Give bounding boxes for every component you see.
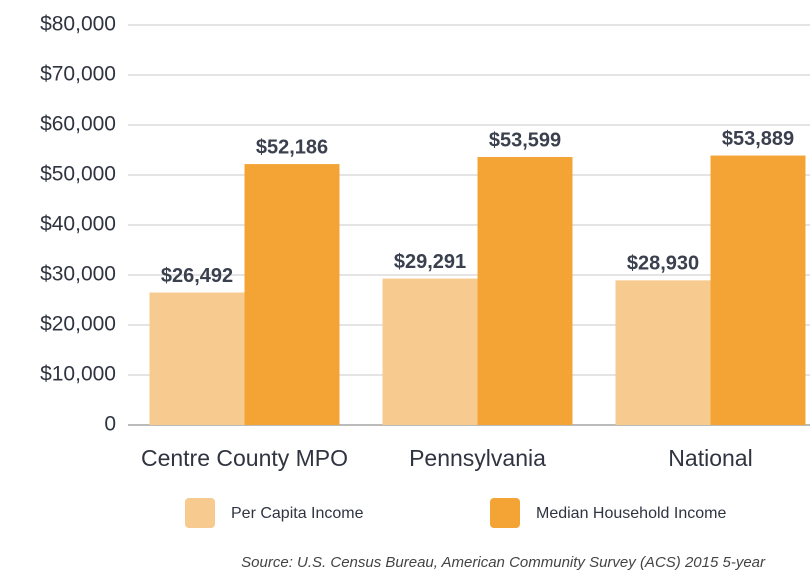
value-label: $26,492 xyxy=(161,265,233,287)
y-tick-label: $40,000 xyxy=(40,213,116,236)
source-note: Source: U.S. Census Bureau, American Com… xyxy=(241,554,766,571)
legend-swatch xyxy=(490,498,520,528)
value-label: $29,291 xyxy=(394,251,466,273)
value-label: $53,599 xyxy=(489,129,561,151)
legend-label: Median Household Income xyxy=(536,505,726,522)
y-tick-label: $70,000 xyxy=(40,63,116,86)
bar xyxy=(382,278,478,425)
y-tick-label: $80,000 xyxy=(40,13,116,36)
value-label: $28,930 xyxy=(627,253,699,275)
value-label: $52,186 xyxy=(256,136,328,158)
y-tick-label: $10,000 xyxy=(40,363,116,386)
bar xyxy=(477,157,573,425)
x-tick-label: National xyxy=(668,445,752,471)
y-tick-label: $20,000 xyxy=(40,313,116,336)
bar xyxy=(149,292,245,425)
y-tick-label: $60,000 xyxy=(40,113,116,136)
x-tick-label: Centre County MPO xyxy=(141,445,348,471)
value-label: $53,889 xyxy=(722,128,794,150)
y-tick-label: $30,000 xyxy=(40,263,116,286)
y-tick-label: $50,000 xyxy=(40,163,116,186)
x-tick-label: Pennsylvania xyxy=(409,445,546,471)
bar xyxy=(615,280,711,425)
legend-swatch xyxy=(185,498,215,528)
y-tick-label: 0 xyxy=(104,413,116,436)
legend-label: Per Capita Income xyxy=(231,505,364,522)
bar xyxy=(710,155,806,425)
bar xyxy=(244,164,340,425)
